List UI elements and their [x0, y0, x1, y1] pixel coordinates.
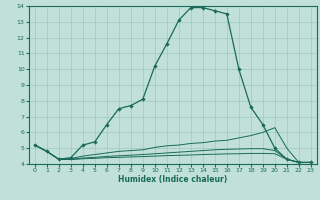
X-axis label: Humidex (Indice chaleur): Humidex (Indice chaleur) [118, 175, 228, 184]
